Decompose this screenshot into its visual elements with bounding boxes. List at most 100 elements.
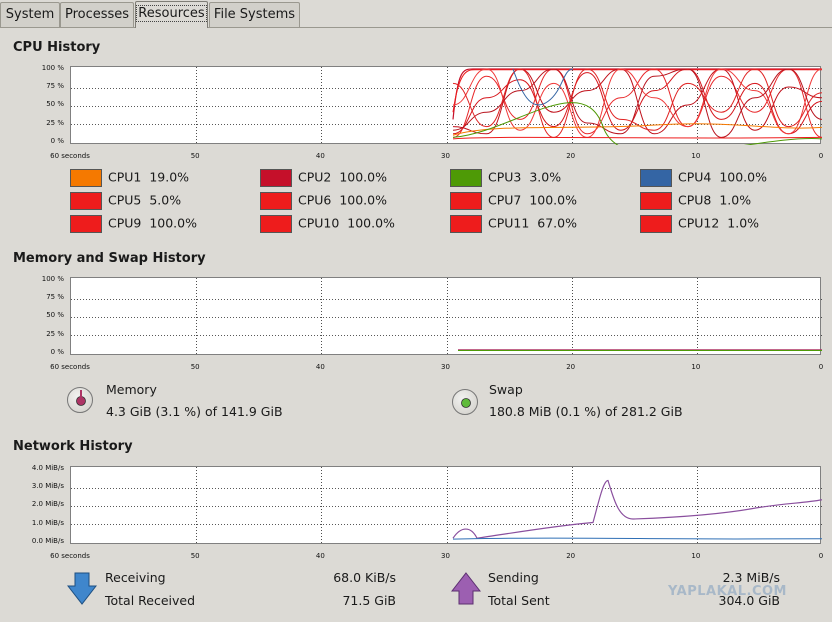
cpu-color-swatch[interactable] (640, 169, 672, 187)
x-tick-label: 20 (566, 152, 576, 160)
receiving-label: Receiving (105, 570, 166, 585)
cpu-legend-item[interactable]: CPU12 1.0% (640, 215, 759, 233)
sending-trace (452, 479, 822, 539)
y-tick-label: 3.0 MiB/s (31, 482, 64, 491)
memory-label: Memory (106, 382, 157, 397)
cpu-legend-item[interactable]: CPU4 100.0% (640, 169, 767, 187)
cpu-color-swatch[interactable] (450, 169, 482, 187)
cpu-legend-item[interactable]: CPU2 100.0% (260, 169, 387, 187)
cpu-legend-item[interactable]: CPU8 1.0% (640, 192, 751, 210)
cpu-legend-item[interactable]: CPU9 100.0% (70, 215, 197, 233)
y-tick-label: 75 % (46, 293, 64, 302)
x-tick-label: 50 (190, 552, 200, 560)
total-received-value: 71.5 GiB (342, 593, 396, 608)
cpu3-trace (452, 102, 822, 145)
cpu-legend-item[interactable]: CPU6 100.0% (260, 192, 387, 210)
y-tick-label: 50 % (46, 311, 64, 320)
cpu-color-swatch[interactable] (260, 169, 292, 187)
cpu1-trace (452, 123, 822, 136)
x-tick-label: 40 (315, 363, 325, 371)
x-tick-label: 10 (691, 152, 701, 160)
receiving-value: 68.0 KiB/s (333, 570, 396, 585)
x-tick-label: 0 (818, 552, 824, 560)
cpu-color-swatch[interactable] (70, 192, 102, 210)
x-tick-label: 10 (691, 552, 701, 560)
sending-value: 2.3 MiB/s (722, 570, 780, 585)
tab-processes-label: Processes (64, 7, 130, 22)
tab-system[interactable]: System (0, 2, 60, 27)
cpu4-trace (512, 68, 574, 106)
cpu-legend-item[interactable]: CPU3 3.0% (450, 169, 561, 187)
receiving-arrow-icon (67, 572, 97, 605)
y-tick-label: 0 % (50, 347, 64, 356)
tab-system-label: System (5, 7, 55, 22)
x-tick-label: 30 (441, 552, 450, 560)
cpu-legend-item[interactable]: CPU11 67.0% (450, 215, 577, 233)
cpu-legend-item[interactable]: CPU7 100.0% (450, 192, 577, 210)
x-tick-label: 60 seconds (50, 363, 90, 371)
y-tick-label: 25 % (46, 329, 64, 338)
cpu-legend-label: CPU2 100.0% (298, 169, 387, 185)
cpu-color-swatch[interactable] (640, 192, 672, 210)
y-tick-label: 0 % (50, 136, 64, 145)
tab-processes[interactable]: Processes (60, 2, 134, 27)
cpu-trace (452, 68, 822, 138)
swap-value: 180.8 MiB (0.1 %) of 281.2 GiB (489, 404, 683, 419)
receiving-arrow-shape (67, 572, 97, 605)
tab-bar: System Processes Resources File Systems (0, 0, 832, 28)
cpu-legend-label: CPU6 100.0% (298, 192, 387, 208)
x-tick-label: 40 (315, 152, 325, 160)
memory-graph-svg (71, 278, 822, 356)
x-tick-label: 50 (190, 363, 200, 371)
cpu-legend-item[interactable]: CPU1 19.0% (70, 169, 189, 187)
memory-graph (70, 277, 822, 356)
x-tick-label: 40 (315, 552, 325, 560)
cpu-trace (452, 68, 822, 138)
swap-pie-icon (452, 389, 478, 415)
swap-label: Swap (489, 382, 523, 397)
y-tick-label: 75 % (46, 82, 64, 91)
cpu-trace (452, 68, 822, 135)
network-history-title: Network History (13, 439, 133, 454)
cpu-color-swatch[interactable] (70, 215, 102, 233)
network-graph-svg (71, 467, 822, 545)
cpu5-trace (452, 136, 822, 140)
cpu-color-swatch[interactable] (260, 192, 292, 210)
x-tick-label: 30 (441, 363, 450, 371)
cpu-legend-label: CPU5 5.0% (108, 192, 182, 208)
swap-pie-dot (461, 398, 471, 408)
x-tick-label: 10 (691, 363, 701, 371)
cpu-legend-label: CPU11 67.0% (488, 215, 577, 231)
cpu-color-swatch[interactable] (450, 215, 482, 233)
memory-swap-title: Memory and Swap History (13, 251, 206, 266)
x-tick-label: 20 (566, 552, 576, 560)
receiving-trace (452, 537, 822, 540)
tab-resources[interactable]: Resources (135, 1, 208, 28)
x-tick-label: 20 (566, 363, 576, 371)
tab-resources-label: Resources (136, 5, 207, 22)
cpu-legend-item[interactable]: CPU10 100.0% (260, 215, 395, 233)
swap-pie-icon-svg (461, 398, 471, 408)
x-tick-label: 0 (818, 152, 824, 160)
cpu-legend-item[interactable]: CPU5 5.0% (70, 192, 181, 210)
total-sent-label: Total Sent (488, 593, 550, 608)
cpu-graph (70, 66, 822, 145)
y-tick-label: 50 % (46, 100, 64, 109)
cpu-color-swatch[interactable] (70, 169, 102, 187)
cpu-trace (452, 68, 822, 138)
cpu-color-swatch[interactable] (640, 215, 672, 233)
x-tick-label: 0 (818, 363, 824, 371)
cpu-history-title: CPU History (13, 40, 101, 55)
y-tick-label: 100 % (41, 275, 64, 283)
y-tick-label: 0.0 MiB/s (31, 536, 64, 545)
cpu-legend-label: CPU12 1.0% (678, 215, 760, 231)
sending-arrow-icon (451, 572, 481, 605)
memory-pie-icon (67, 387, 93, 413)
cpu-color-swatch[interactable] (260, 215, 292, 233)
sending-label: Sending (488, 570, 539, 585)
y-tick-label: 25 % (46, 118, 64, 127)
memory-pie-icon-svg (76, 390, 86, 406)
sending-arrow-shape (451, 572, 481, 605)
cpu-color-swatch[interactable] (450, 192, 482, 210)
tab-file-systems[interactable]: File Systems (209, 2, 300, 27)
